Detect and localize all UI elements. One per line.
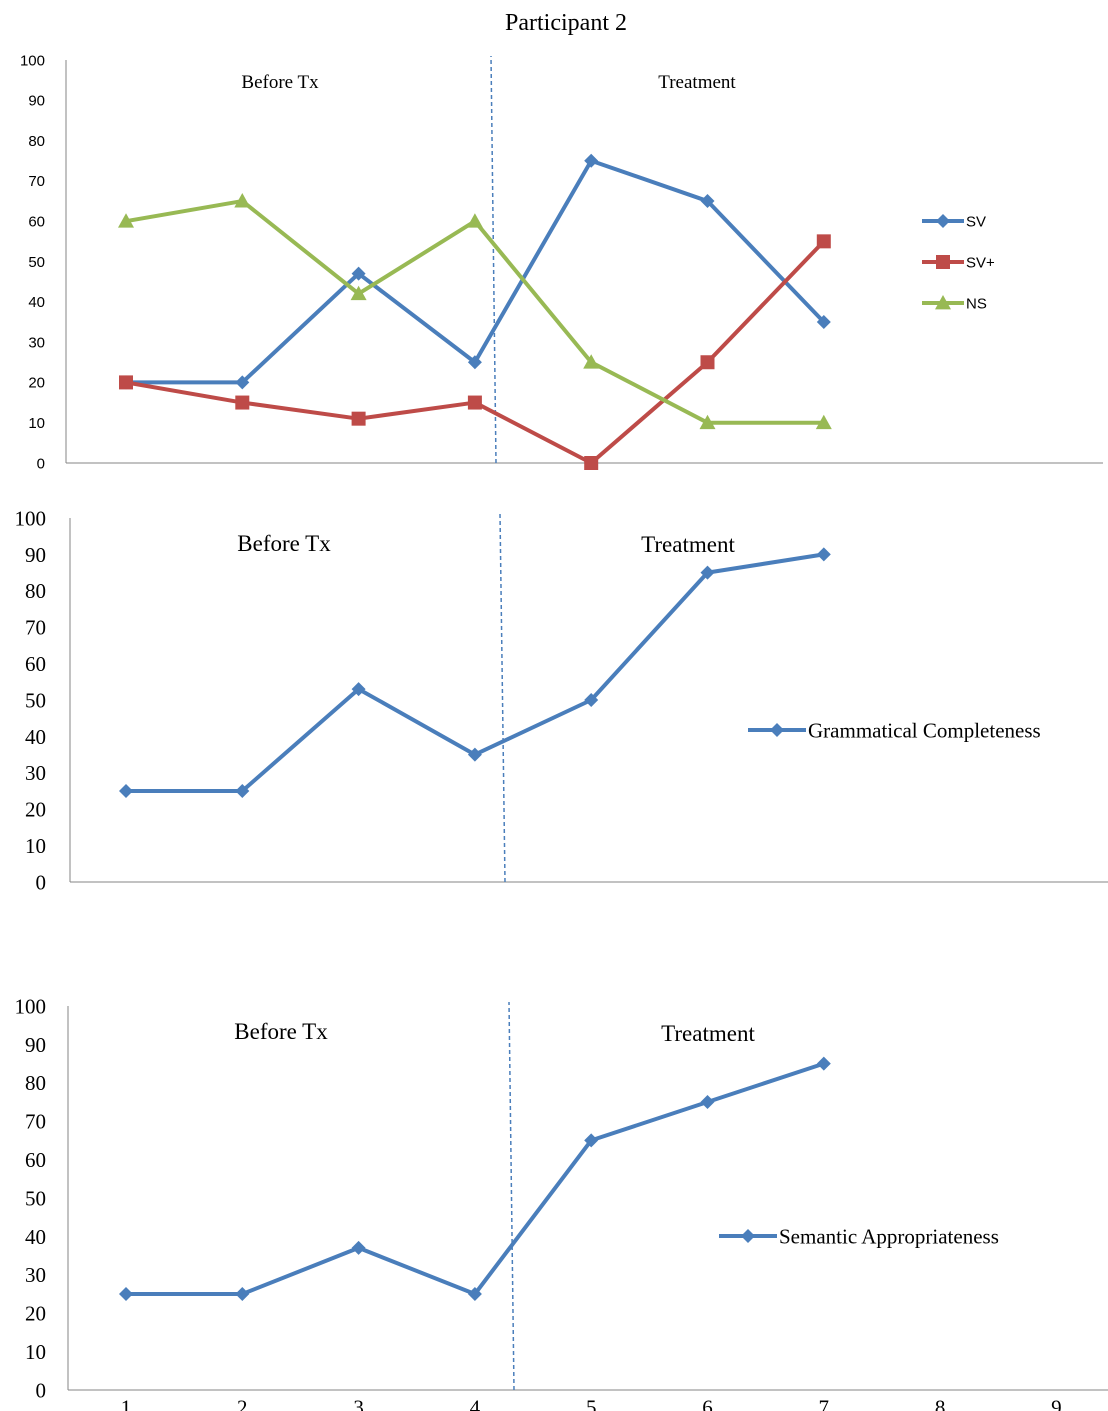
y-tick-label: 10 — [25, 834, 46, 858]
phase-label-before: Before Tx — [241, 72, 319, 93]
y-tick-label: 70 — [25, 616, 46, 640]
legend-marker — [936, 255, 950, 269]
chart-panel-3: 0 10 20 30 40 50 60 70 80 90 100 Before Tx Treatment… — [15, 994, 1108, 1402]
y-tick-label: 30 — [25, 1263, 46, 1287]
y-tick-label: 20 — [25, 798, 46, 822]
y-tick-label: 60 — [28, 213, 45, 230]
data-point — [817, 1057, 831, 1071]
series-semantic-appropriateness — [119, 1057, 831, 1301]
y-tick-label: 0 — [37, 455, 45, 472]
legend-entry: SV — [922, 213, 986, 230]
phase-label-before: Before Tx — [234, 1019, 328, 1044]
legend-entry: NS — [922, 295, 987, 312]
y-tick-label: 100 — [15, 994, 47, 1018]
legend-marker — [770, 723, 784, 737]
y-tick-label: 40 — [28, 294, 45, 311]
y-tick-label: 40 — [25, 1225, 46, 1249]
data-point — [119, 375, 133, 389]
x-tick-label: 1 — [121, 1395, 132, 1411]
series-grammatical-completeness — [119, 547, 831, 798]
y-tick-label: 100 — [15, 506, 47, 530]
legend-label: Semantic Appropriateness — [779, 1224, 999, 1248]
figure-title: Participant 2 — [505, 10, 627, 36]
y-tick-label: 40 — [25, 725, 46, 749]
x-tick-label: 3 — [353, 1395, 364, 1411]
chart-panel-1: 0 10 20 30 40 50 60 70 80 90 100 Before Tx Treatment… — [20, 52, 1103, 472]
y-tick-label: 50 — [25, 688, 46, 712]
data-point — [119, 1287, 133, 1301]
legend-entry: Grammatical Completeness — [748, 718, 1041, 742]
legend-marker — [936, 214, 950, 228]
y-tick-label: 80 — [25, 1071, 46, 1095]
series-ns — [118, 193, 832, 429]
legend-entry: SV+ — [922, 254, 995, 271]
y-tick-label: 30 — [25, 761, 46, 785]
data-point — [584, 456, 598, 470]
phase-label-treatment: Treatment — [661, 1021, 755, 1046]
y-tick-label: 50 — [28, 254, 45, 271]
x-tick-label: 2 — [237, 1395, 248, 1411]
y-tick-label: 80 — [25, 579, 46, 603]
data-point — [352, 412, 366, 426]
y-tick-label: 70 — [25, 1110, 46, 1134]
y-tick-label: 10 — [25, 1340, 46, 1364]
y-tick-label: 0 — [36, 870, 47, 894]
y-tick-label: 80 — [28, 133, 45, 150]
phase-change-line — [509, 1002, 514, 1390]
series-sv- — [119, 234, 831, 470]
y-tick-label: 0 — [36, 1378, 47, 1402]
legend-label: SV+ — [966, 254, 995, 271]
chart-panel-2: 0 10 20 30 40 50 60 70 80 90 100 Before Tx Treatment… — [15, 506, 1108, 894]
legend-marker — [741, 1229, 755, 1243]
y-tick-label: 90 — [28, 93, 45, 110]
x-tick-label: 6 — [702, 1395, 713, 1411]
data-point — [467, 213, 483, 227]
phase-change-line — [491, 56, 496, 463]
legend-label: SV — [966, 213, 986, 230]
phase-change-line — [500, 514, 505, 882]
y-tick-label: 30 — [28, 334, 45, 351]
legend-label: NS — [966, 295, 987, 312]
data-point — [701, 355, 715, 369]
y-tick-label: 20 — [28, 375, 45, 392]
data-point — [119, 784, 133, 798]
data-point — [235, 1287, 249, 1301]
y-tick-label: 50 — [25, 1186, 46, 1210]
y-tick-label: 60 — [25, 1148, 46, 1172]
series-line — [126, 201, 824, 423]
x-tick-label: 5 — [586, 1395, 597, 1411]
data-point — [701, 1095, 715, 1109]
data-point — [468, 396, 482, 410]
y-tick-label: 90 — [25, 1033, 46, 1057]
y-tick-label: 90 — [25, 543, 46, 567]
y-tick-label: 10 — [28, 415, 45, 432]
y-tick-label: 20 — [25, 1302, 46, 1326]
x-tick-label: 9 — [1051, 1395, 1062, 1411]
legend-entry: Semantic Appropriateness — [719, 1224, 999, 1248]
legend-label: Grammatical Completeness — [808, 718, 1041, 742]
series-line — [126, 1064, 824, 1294]
y-tick-label: 70 — [28, 173, 45, 190]
x-tick-label: 7 — [819, 1395, 830, 1411]
data-point — [235, 396, 249, 410]
y-tick-label: 100 — [20, 52, 45, 69]
data-point — [352, 1241, 366, 1255]
phase-label-before: Before Tx — [237, 531, 331, 556]
phase-label-treatment: Treatment — [658, 72, 736, 93]
x-tick-label: 4 — [470, 1395, 481, 1411]
data-point — [817, 234, 831, 248]
y-tick-label: 60 — [25, 652, 46, 676]
series-line — [126, 241, 824, 463]
phase-label-treatment: Treatment — [641, 532, 735, 557]
series-sv — [119, 154, 831, 390]
x-tick-label: 8 — [935, 1395, 946, 1411]
data-point — [817, 547, 831, 561]
